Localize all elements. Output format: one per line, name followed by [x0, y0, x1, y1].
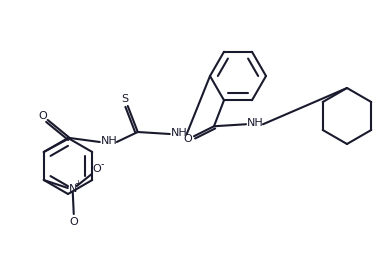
Text: N: N: [68, 184, 77, 194]
Text: +: +: [74, 179, 81, 187]
Text: S: S: [121, 94, 128, 104]
Text: O: O: [92, 164, 101, 174]
Text: O: O: [69, 217, 78, 227]
Text: O: O: [183, 134, 192, 144]
Text: -: -: [101, 159, 104, 169]
Text: NH: NH: [170, 128, 187, 138]
Text: NH: NH: [247, 118, 264, 128]
Text: O: O: [38, 111, 47, 121]
Text: NH: NH: [100, 136, 117, 146]
